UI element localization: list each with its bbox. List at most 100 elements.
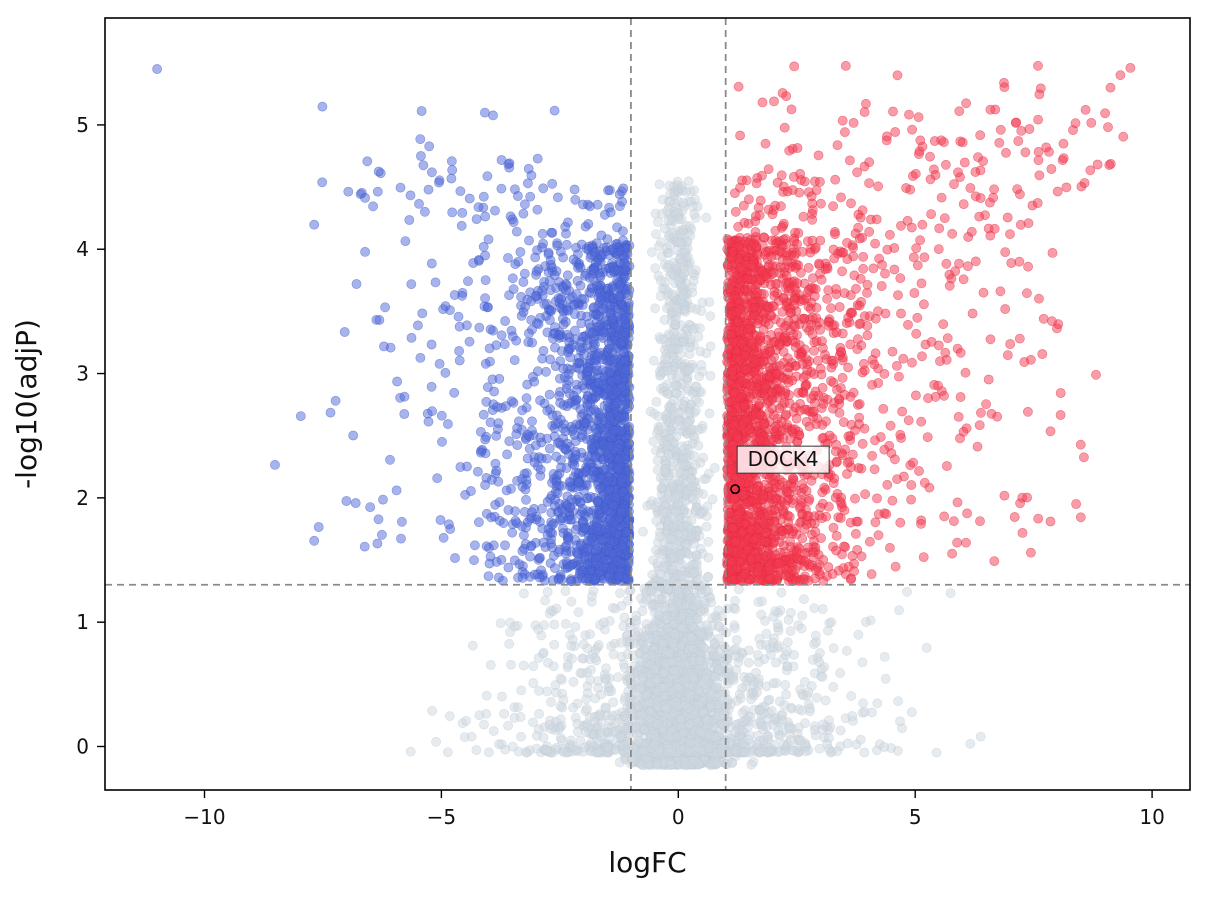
data-point-ns	[568, 677, 579, 687]
data-point-ns	[699, 642, 709, 653]
data-point-ns	[656, 275, 666, 286]
data-point-ns	[634, 661, 645, 672]
data-point-ns	[819, 661, 830, 672]
data-point-ns	[663, 584, 674, 594]
scatter-points-nonsignificant	[405, 176, 986, 770]
data-point-ns	[705, 370, 716, 381]
data-point-ns	[651, 516, 662, 526]
data-point-ns	[683, 365, 694, 376]
data-point-ns	[828, 643, 839, 654]
data-point-ns	[832, 746, 843, 757]
data-point-ns	[820, 695, 831, 706]
data-point-ns	[631, 615, 641, 626]
data-point-ns	[582, 704, 592, 714]
data-point-ns	[533, 624, 544, 635]
data-point-ns	[774, 641, 784, 651]
data-point-ns	[857, 657, 868, 668]
data-point-down	[558, 252, 568, 263]
data-point-ns	[499, 709, 509, 719]
data-point-ns	[740, 747, 751, 758]
data-point-ns	[656, 237, 666, 248]
data-point-ns	[631, 722, 642, 733]
data-point-ns	[659, 602, 670, 613]
data-point-ns	[678, 290, 689, 301]
data-point-ns	[581, 694, 592, 705]
data-point-ns	[619, 662, 630, 673]
data-point-ns	[700, 673, 711, 684]
data-point-ns	[650, 303, 660, 314]
data-point-ns	[668, 638, 678, 649]
data-point-ns	[714, 621, 725, 632]
data-point-ns	[775, 746, 785, 757]
data-point-ns	[542, 587, 553, 597]
data-point-ns	[691, 381, 702, 392]
data-point-ns	[516, 731, 526, 742]
data-point-ns	[694, 686, 704, 696]
data-point-ns	[719, 709, 729, 720]
data-point-ns	[603, 742, 613, 753]
data-point-down	[544, 443, 555, 454]
data-point-ns	[752, 739, 763, 749]
data-point-ns	[704, 408, 715, 419]
data-point-ns	[512, 620, 523, 631]
data-point-ns	[666, 656, 677, 667]
data-point-ns	[797, 610, 808, 621]
data-point-ns	[513, 702, 523, 713]
data-point-ns	[826, 617, 837, 628]
data-point-ns	[661, 703, 671, 714]
data-point-ns	[660, 353, 670, 364]
data-point-ns	[678, 256, 688, 267]
data-point-ns	[719, 737, 730, 748]
data-point-ns	[627, 706, 638, 717]
data-point-ns	[459, 732, 470, 742]
data-point-ns	[680, 700, 691, 711]
data-point-ns	[690, 405, 701, 416]
data-point-ns	[696, 306, 707, 316]
data-point-ns	[504, 639, 515, 649]
data-point-ns	[975, 731, 986, 742]
data-point-ns	[673, 343, 683, 354]
data-point-ns	[540, 595, 550, 606]
data-point-ns	[859, 707, 870, 717]
data-point-ns	[812, 692, 822, 703]
data-point-ns	[567, 653, 577, 664]
data-point-ns	[578, 746, 588, 757]
data-point-ns	[546, 697, 556, 707]
data-point-ns	[815, 648, 825, 658]
data-point-ns	[573, 607, 584, 618]
data-point-ns	[728, 675, 739, 686]
data-point-ns	[618, 621, 629, 631]
data-point-ns	[818, 719, 829, 730]
data-point-ns	[696, 727, 707, 738]
data-point-ns	[841, 645, 852, 656]
data-point-ns	[931, 747, 942, 758]
data-point-ns	[485, 660, 496, 670]
data-point-ns	[615, 588, 625, 599]
data-point-ns	[894, 605, 904, 616]
data-point-ns	[668, 552, 679, 563]
scatter-points-downregulated	[152, 64, 635, 586]
data-point-ns	[835, 725, 846, 736]
data-point-ns	[781, 689, 791, 700]
data-point-ns	[667, 365, 678, 376]
data-point-ns	[669, 181, 679, 192]
data-point-ns	[769, 714, 779, 724]
data-point-ns	[671, 506, 681, 516]
data-point-ns	[652, 558, 663, 569]
data-point-ns	[754, 747, 765, 758]
data-point-ns	[650, 674, 661, 685]
data-point-ns	[560, 619, 571, 629]
data-point-ns	[753, 597, 764, 607]
data-point-ns	[496, 739, 507, 750]
data-point-ns	[704, 743, 714, 753]
data-point-ns	[554, 724, 565, 734]
data-point-ns	[907, 707, 917, 718]
data-point-ns	[663, 230, 674, 241]
data-point-ns	[730, 595, 740, 606]
data-point-ns	[606, 686, 617, 696]
data-point-ns	[655, 291, 666, 301]
data-point-ns	[651, 396, 662, 407]
data-point-ns	[703, 552, 714, 563]
data-point-ns	[701, 212, 712, 223]
